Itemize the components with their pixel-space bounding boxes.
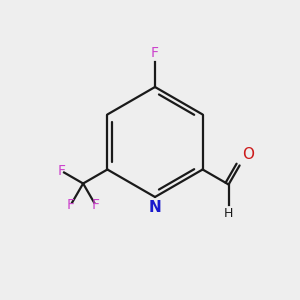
Text: H: H	[224, 206, 233, 220]
Text: F: F	[151, 46, 159, 60]
Text: F: F	[92, 198, 100, 212]
Text: F: F	[67, 198, 75, 212]
Text: O: O	[243, 147, 255, 162]
Text: F: F	[58, 164, 65, 178]
Text: N: N	[148, 200, 161, 215]
